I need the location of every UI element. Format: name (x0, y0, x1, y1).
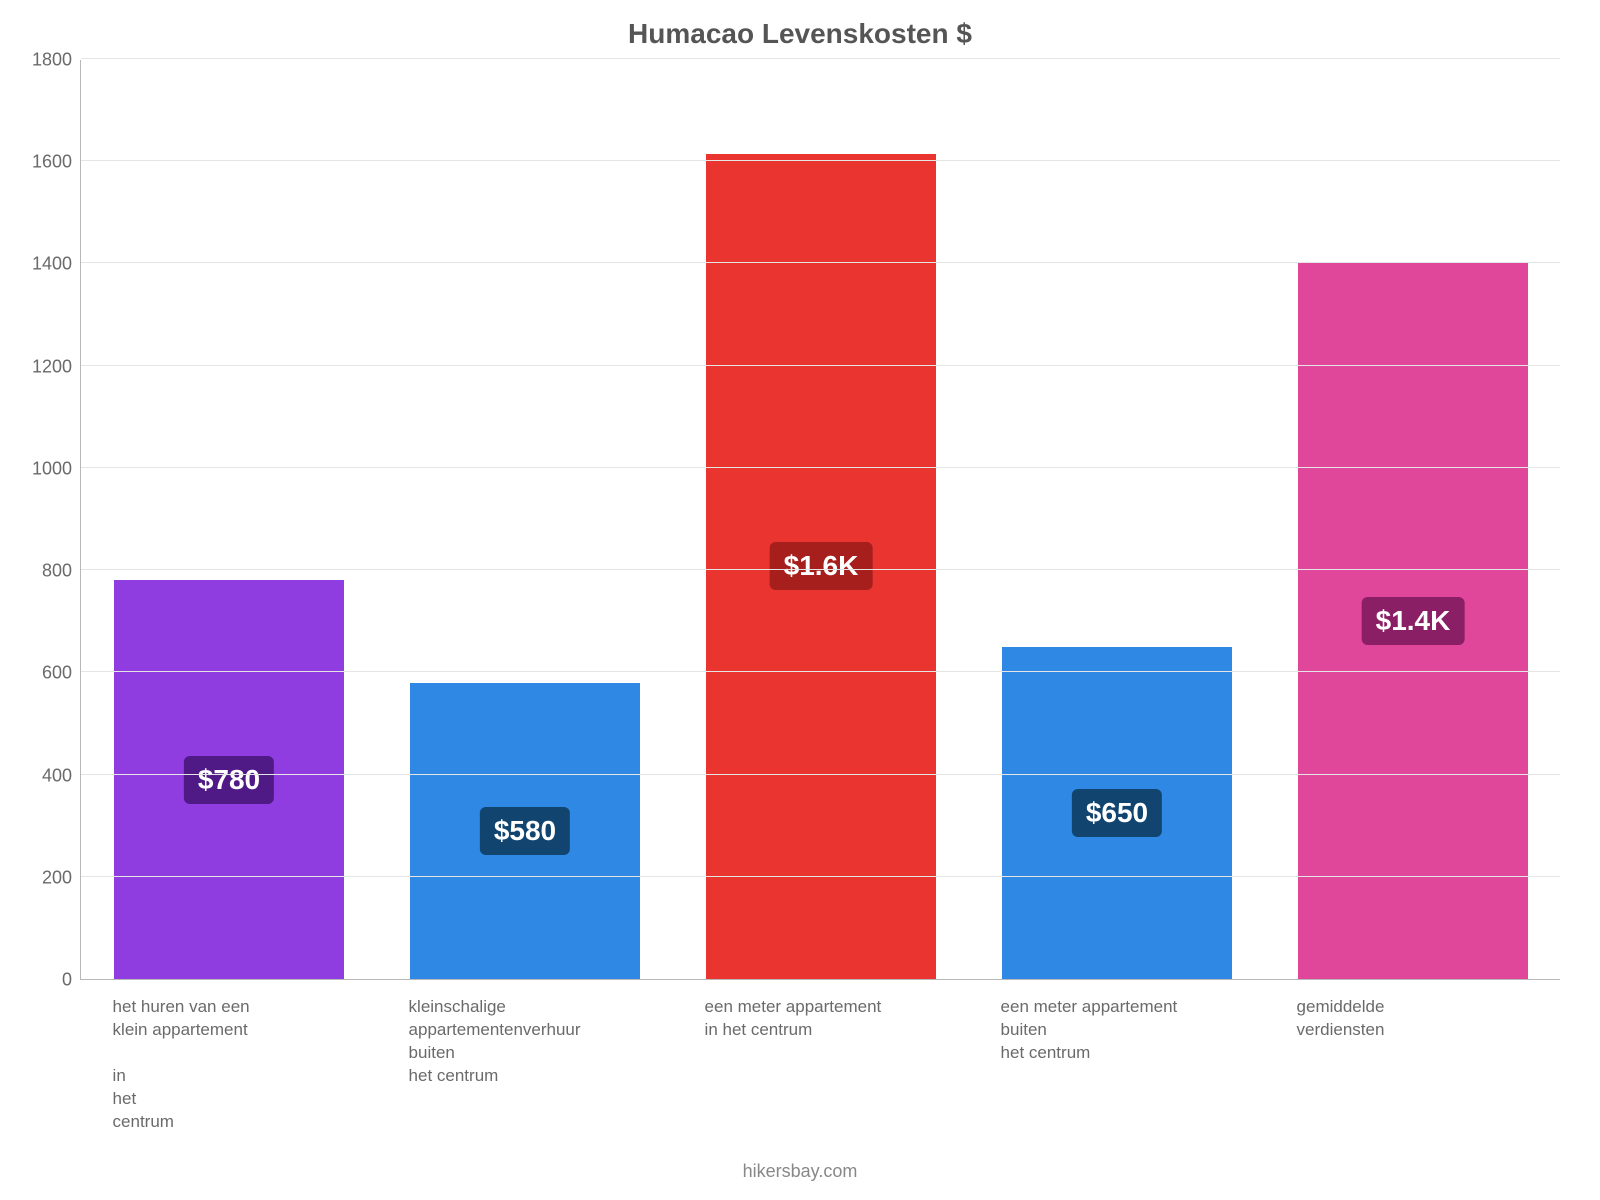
bar: $1.4K (1298, 263, 1529, 979)
value-badge: $650 (1072, 789, 1162, 837)
bars-layer: $780 $580 $1.6K $650 $1.4K (81, 60, 1560, 979)
x-axis-labels: het huren van een klein appartement in h… (80, 990, 1560, 1150)
y-tick-label: 800 (0, 561, 72, 582)
y-tick-label: 1000 (0, 458, 72, 479)
y-tick-label: 0 (0, 970, 72, 991)
bar: $780 (114, 580, 345, 979)
value-badge: $780 (184, 756, 274, 804)
grid-line (81, 160, 1560, 161)
y-tick-label: 400 (0, 765, 72, 786)
y-axis-ticks: 020040060080010001200140016001800 (0, 60, 72, 980)
value-badge: $1.6K (770, 542, 873, 590)
bar: $1.6K (706, 154, 937, 979)
y-tick-label: 1400 (0, 254, 72, 275)
plot-area: $780 $580 $1.6K $650 $1.4K (80, 60, 1560, 980)
grid-line (81, 262, 1560, 263)
bar: $650 (1002, 647, 1233, 979)
value-badge: $1.4K (1362, 597, 1465, 645)
x-tick-label: een meter appartement buiten het centrum (1001, 996, 1262, 1065)
grid-line (81, 569, 1560, 570)
chart-container: Humacao Levenskosten $ 0 200 400 600 800 1000… (0, 0, 1600, 1200)
x-tick-label: het huren van een klein appartement in h… (113, 996, 374, 1134)
grid-line (81, 365, 1560, 366)
grid-line (81, 467, 1560, 468)
bar: $580 (410, 683, 641, 979)
footer-credit: hikersbay.com (0, 1161, 1600, 1182)
x-tick-label: gemiddelde verdiensten (1297, 996, 1558, 1042)
grid-line (81, 58, 1560, 59)
grid-line (81, 876, 1560, 877)
x-tick-label: kleinschalige appartementenverhuur buite… (409, 996, 670, 1088)
y-tick-label: 600 (0, 663, 72, 684)
y-tick-label: 1600 (0, 152, 72, 173)
grid-line (81, 671, 1560, 672)
y-tick-label: 1800 (0, 50, 72, 71)
y-tick-label: 1200 (0, 356, 72, 377)
value-badge: $580 (480, 807, 570, 855)
y-tick-label: 200 (0, 867, 72, 888)
x-tick-label: een meter appartement in het centrum (705, 996, 966, 1042)
chart-title: Humacao Levenskosten $ (0, 18, 1600, 50)
grid-line (81, 774, 1560, 775)
